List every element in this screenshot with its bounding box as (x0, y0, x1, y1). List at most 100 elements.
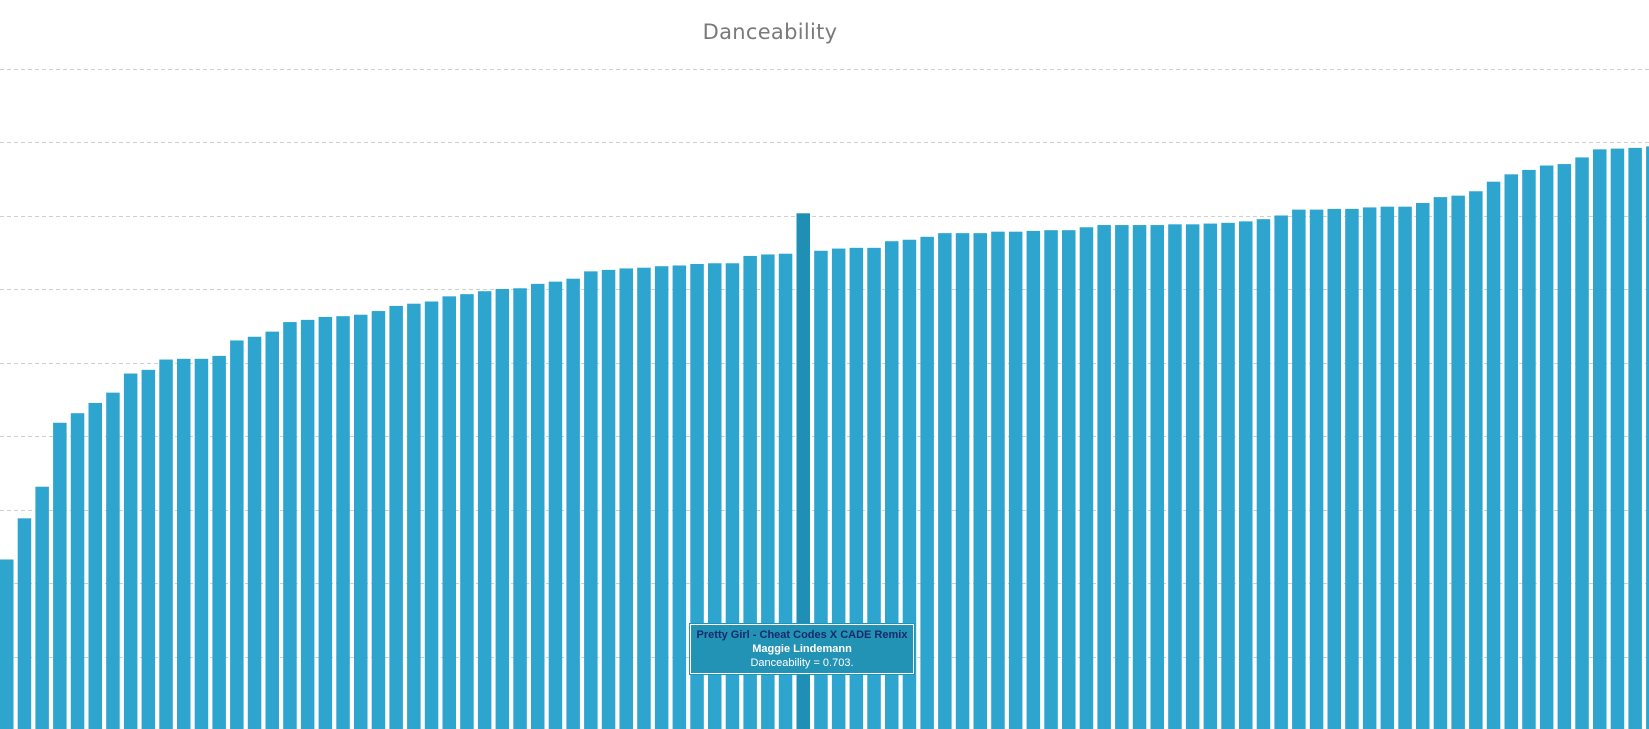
bar[interactable] (53, 422, 67, 729)
tooltip-artist: Maggie Lindemann (752, 643, 852, 655)
bar[interactable] (1044, 230, 1058, 729)
bar[interactable] (1469, 191, 1483, 729)
bar[interactable] (867, 247, 881, 729)
bar[interactable] (1433, 197, 1448, 729)
bar[interactable] (1168, 224, 1182, 729)
bar[interactable] (1221, 222, 1235, 729)
bar[interactable] (1115, 225, 1129, 729)
bar[interactable] (106, 392, 120, 729)
bar[interactable] (371, 311, 386, 729)
bar[interactable] (548, 281, 563, 729)
bar[interactable] (1079, 227, 1094, 729)
bar[interactable] (1646, 146, 1649, 729)
bar[interactable] (0, 559, 14, 729)
bar[interactable] (1062, 230, 1076, 729)
bar[interactable] (17, 518, 32, 729)
bar[interactable] (690, 264, 704, 729)
bar[interactable] (1203, 223, 1218, 729)
bar[interactable] (1026, 230, 1041, 729)
bar[interactable] (1522, 169, 1536, 729)
bar[interactable] (1309, 209, 1324, 729)
bar[interactable] (991, 231, 1005, 729)
bar[interactable] (407, 303, 421, 729)
bar[interactable] (955, 233, 970, 729)
bar[interactable] (70, 413, 85, 729)
bar[interactable] (814, 250, 828, 729)
bar[interactable] (1097, 225, 1111, 729)
bar[interactable] (336, 316, 350, 729)
bar[interactable] (283, 322, 297, 729)
bar[interactable] (566, 278, 580, 729)
bar[interactable] (159, 359, 173, 729)
bar[interactable] (354, 314, 368, 729)
bar[interactable] (477, 291, 492, 729)
tooltip-track: Pretty Girl - Cheat Codes X CADE Remix (696, 629, 908, 641)
bar[interactable] (725, 263, 740, 729)
bar[interactable] (761, 254, 775, 729)
bar[interactable] (247, 336, 262, 729)
bar[interactable] (1593, 149, 1607, 729)
tooltip-value: Danceability = 0.703. (750, 657, 854, 669)
bar[interactable] (778, 253, 793, 729)
bar[interactable] (920, 236, 934, 729)
bar[interactable] (495, 289, 510, 729)
data-tooltip: Pretty Girl - Cheat Codes X CADE Remix M… (689, 623, 915, 675)
bar[interactable] (531, 283, 545, 729)
bar[interactable] (460, 294, 474, 729)
bar[interactable] (885, 241, 899, 729)
bar[interactable] (141, 369, 156, 729)
bar[interactable] (973, 233, 988, 729)
bar[interactable] (654, 266, 669, 729)
bar[interactable] (230, 340, 244, 729)
bar[interactable] (584, 271, 598, 729)
bar[interactable] (672, 265, 687, 729)
bar[interactable] (1416, 203, 1430, 729)
bar[interactable] (265, 331, 280, 729)
bar[interactable] (177, 358, 191, 729)
bar[interactable] (902, 239, 917, 729)
bar[interactable] (1008, 231, 1023, 729)
chart-title: Danceability (702, 20, 838, 44)
bar[interactable] (796, 213, 811, 729)
bar[interactable] (1539, 165, 1554, 729)
bar[interactable] (1575, 157, 1589, 729)
bar[interactable] (212, 355, 226, 729)
bar[interactable] (1398, 206, 1412, 729)
bar[interactable] (123, 373, 138, 729)
bar[interactable] (619, 268, 634, 729)
bar[interactable] (1292, 209, 1306, 729)
bar[interactable] (424, 301, 439, 729)
bar[interactable] (1239, 221, 1253, 729)
bar[interactable] (1557, 164, 1572, 729)
bar[interactable] (1451, 195, 1465, 729)
bar[interactable] (1327, 208, 1342, 729)
bar[interactable] (1628, 147, 1642, 729)
bar[interactable] (35, 486, 49, 729)
bar[interactable] (513, 288, 527, 729)
bar[interactable] (1132, 225, 1147, 729)
bar[interactable] (1150, 225, 1165, 729)
bar[interactable] (831, 248, 846, 729)
bar[interactable] (938, 233, 952, 729)
bar[interactable] (389, 305, 403, 729)
bar[interactable] (637, 267, 651, 729)
bar[interactable] (318, 316, 333, 729)
bar[interactable] (1486, 181, 1501, 729)
bar[interactable] (1362, 207, 1377, 729)
bar[interactable] (1256, 219, 1271, 729)
bar[interactable] (849, 247, 864, 729)
bar[interactable] (300, 319, 315, 729)
bar[interactable] (1610, 148, 1625, 729)
bar[interactable] (601, 269, 616, 729)
bar[interactable] (743, 255, 757, 729)
bar[interactable] (442, 296, 457, 729)
bar[interactable] (1380, 206, 1395, 729)
bar[interactable] (1274, 215, 1288, 729)
bar[interactable] (708, 263, 722, 729)
bar[interactable] (1185, 224, 1200, 729)
bar[interactable] (194, 358, 209, 729)
bar[interactable] (1345, 208, 1359, 729)
bar[interactable] (1504, 174, 1519, 729)
bar[interactable] (88, 402, 103, 729)
